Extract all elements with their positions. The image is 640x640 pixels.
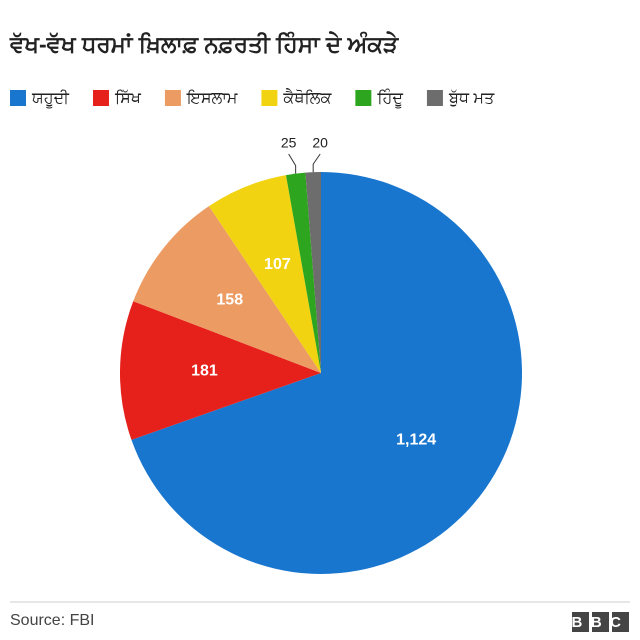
pie-slice <box>285 172 321 373</box>
logo-box <box>572 612 589 632</box>
legend-label: ਹਿੰਦੂ <box>376 89 403 108</box>
legend-swatch <box>10 90 26 106</box>
legend-swatch <box>92 90 109 106</box>
pie-slice <box>131 172 522 574</box>
legend-swatch <box>261 90 278 106</box>
leader-line <box>312 153 321 173</box>
pie-slice <box>305 172 321 373</box>
value-label: 1,124 <box>396 432 436 449</box>
legend-swatch <box>164 90 181 106</box>
logo: BBC <box>572 614 630 631</box>
value-label: 25 <box>281 135 297 151</box>
pie: 1,124 181 158 107 25 20 <box>119 135 522 574</box>
logo-box <box>592 612 609 632</box>
legend-swatch <box>426 90 443 106</box>
legend-label: ਸਿੱਖ <box>114 89 142 107</box>
value-label: 107 <box>264 256 291 273</box>
legend-label: ਬੁੱਧ ਮਤ <box>448 89 495 107</box>
legend-label: ਯਹੂਦੀ <box>31 89 70 108</box>
legend-label: ਕੈਥੋਲਿਕ <box>282 89 332 107</box>
chart-title: ਵੱਖ-ਵੱਖ ਧਰਮਾਂ ਖ਼ਿਲਾਫ਼ ਨਫ਼ਰਤੀ ਹਿੰਸਾ ਦੇ ਅੰ… <box>9 30 399 57</box>
pie-slice <box>119 301 321 440</box>
legend-swatch <box>355 90 372 106</box>
legend: ਯਹੂਦੀ ਸਿੱਖ ਇਸਲਾਮ ਕੈਥੋਲਿਕ ਹਿੰਦੂ ਬੁੱਧ ਮਤ <box>10 89 495 109</box>
value-label: 158 <box>216 292 243 309</box>
leader-line <box>288 153 297 174</box>
logo-box <box>612 612 629 632</box>
legend-label: ਇਸਲਾਮ <box>186 89 238 107</box>
value-label: 20 <box>312 135 328 151</box>
pie-slice <box>208 175 321 373</box>
pie-slice <box>133 206 321 373</box>
value-label: 181 <box>191 363 218 380</box>
source: Source: FBI <box>10 612 94 629</box>
